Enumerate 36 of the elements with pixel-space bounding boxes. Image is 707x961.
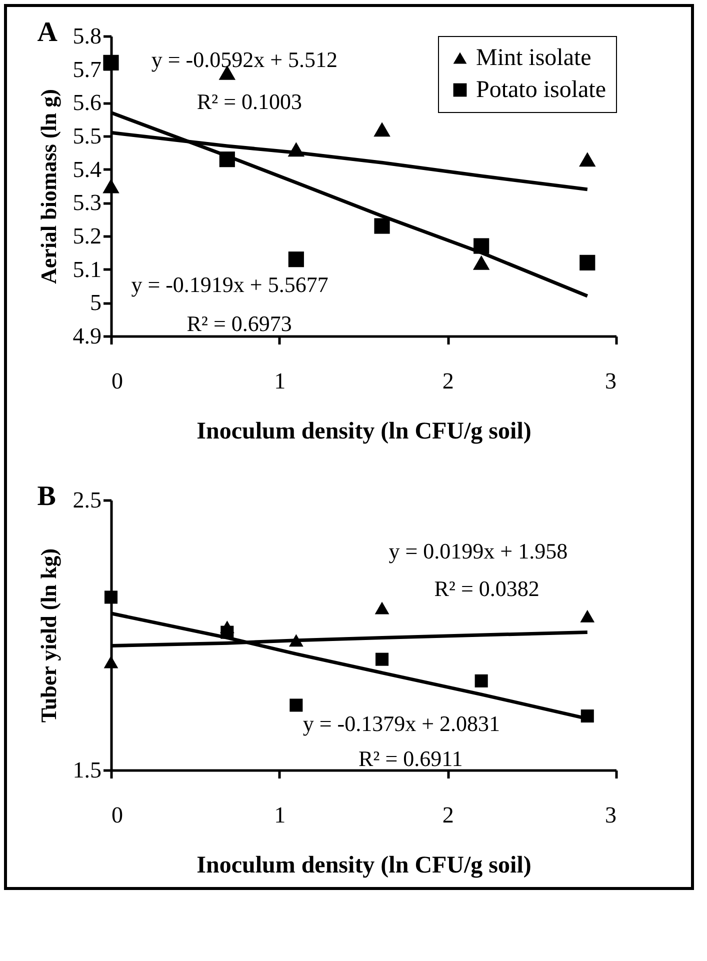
x-tick-label: 1 — [274, 368, 286, 394]
x-tick-label: 3 — [605, 802, 616, 828]
chart-title: A — [37, 17, 58, 48]
annotation: y = 0.0199x + 1.958 — [388, 538, 568, 564]
y-tick-label: 5.5 — [72, 124, 102, 148]
annotation: R² = 0.0382 — [434, 576, 540, 602]
x-tick-label: 2 — [442, 802, 454, 828]
x-tick-label: 1 — [274, 802, 286, 828]
annotation: R² = 0.6973 — [186, 311, 292, 336]
y-tick-label: 1.5 — [72, 758, 102, 782]
legend-label: Mint isolate — [476, 45, 592, 71]
y-tick-label: 5 — [90, 290, 102, 316]
x-tick-label: 2 — [442, 368, 454, 394]
x-axis-title: Inoculum density (ln CFU/g soil) — [196, 418, 532, 444]
y-tick-label: 5.2 — [72, 224, 102, 248]
annotation: y = -0.1919x + 5.5677 — [131, 272, 328, 297]
y-axis-title: Tuber yield (ln kg) — [36, 548, 61, 723]
y-tick-label: 5.1 — [72, 256, 102, 282]
x-tick-label: 0 — [112, 802, 123, 828]
x-tick-label: 0 — [112, 368, 123, 394]
annotation: R² = 0.1003 — [196, 89, 302, 114]
legend-label: Potato isolate — [476, 77, 606, 103]
annotation: R² = 0.6911 — [358, 746, 463, 772]
y-tick-label: 5.4 — [72, 156, 102, 182]
y-tick-label: 5.8 — [72, 24, 102, 48]
y-axis-title: Aerial biomass (ln g) — [36, 89, 61, 284]
x-axis-title: Inoculum density (ln CFU/g soil) — [196, 852, 532, 878]
y-tick-label: 2.5 — [72, 488, 102, 512]
y-tick-label: 5.6 — [72, 90, 102, 116]
x-tick-label: 3 — [605, 368, 616, 394]
annotation: y = -0.1379x + 2.0831 — [302, 711, 500, 736]
annotation: y = -0.0592x + 5.512 — [151, 47, 338, 72]
chart-title: B — [37, 481, 56, 512]
y-tick-label: 5.3 — [72, 190, 102, 216]
y-tick-label: 5.7 — [72, 56, 102, 82]
y-tick-label: 4.9 — [72, 324, 102, 348]
